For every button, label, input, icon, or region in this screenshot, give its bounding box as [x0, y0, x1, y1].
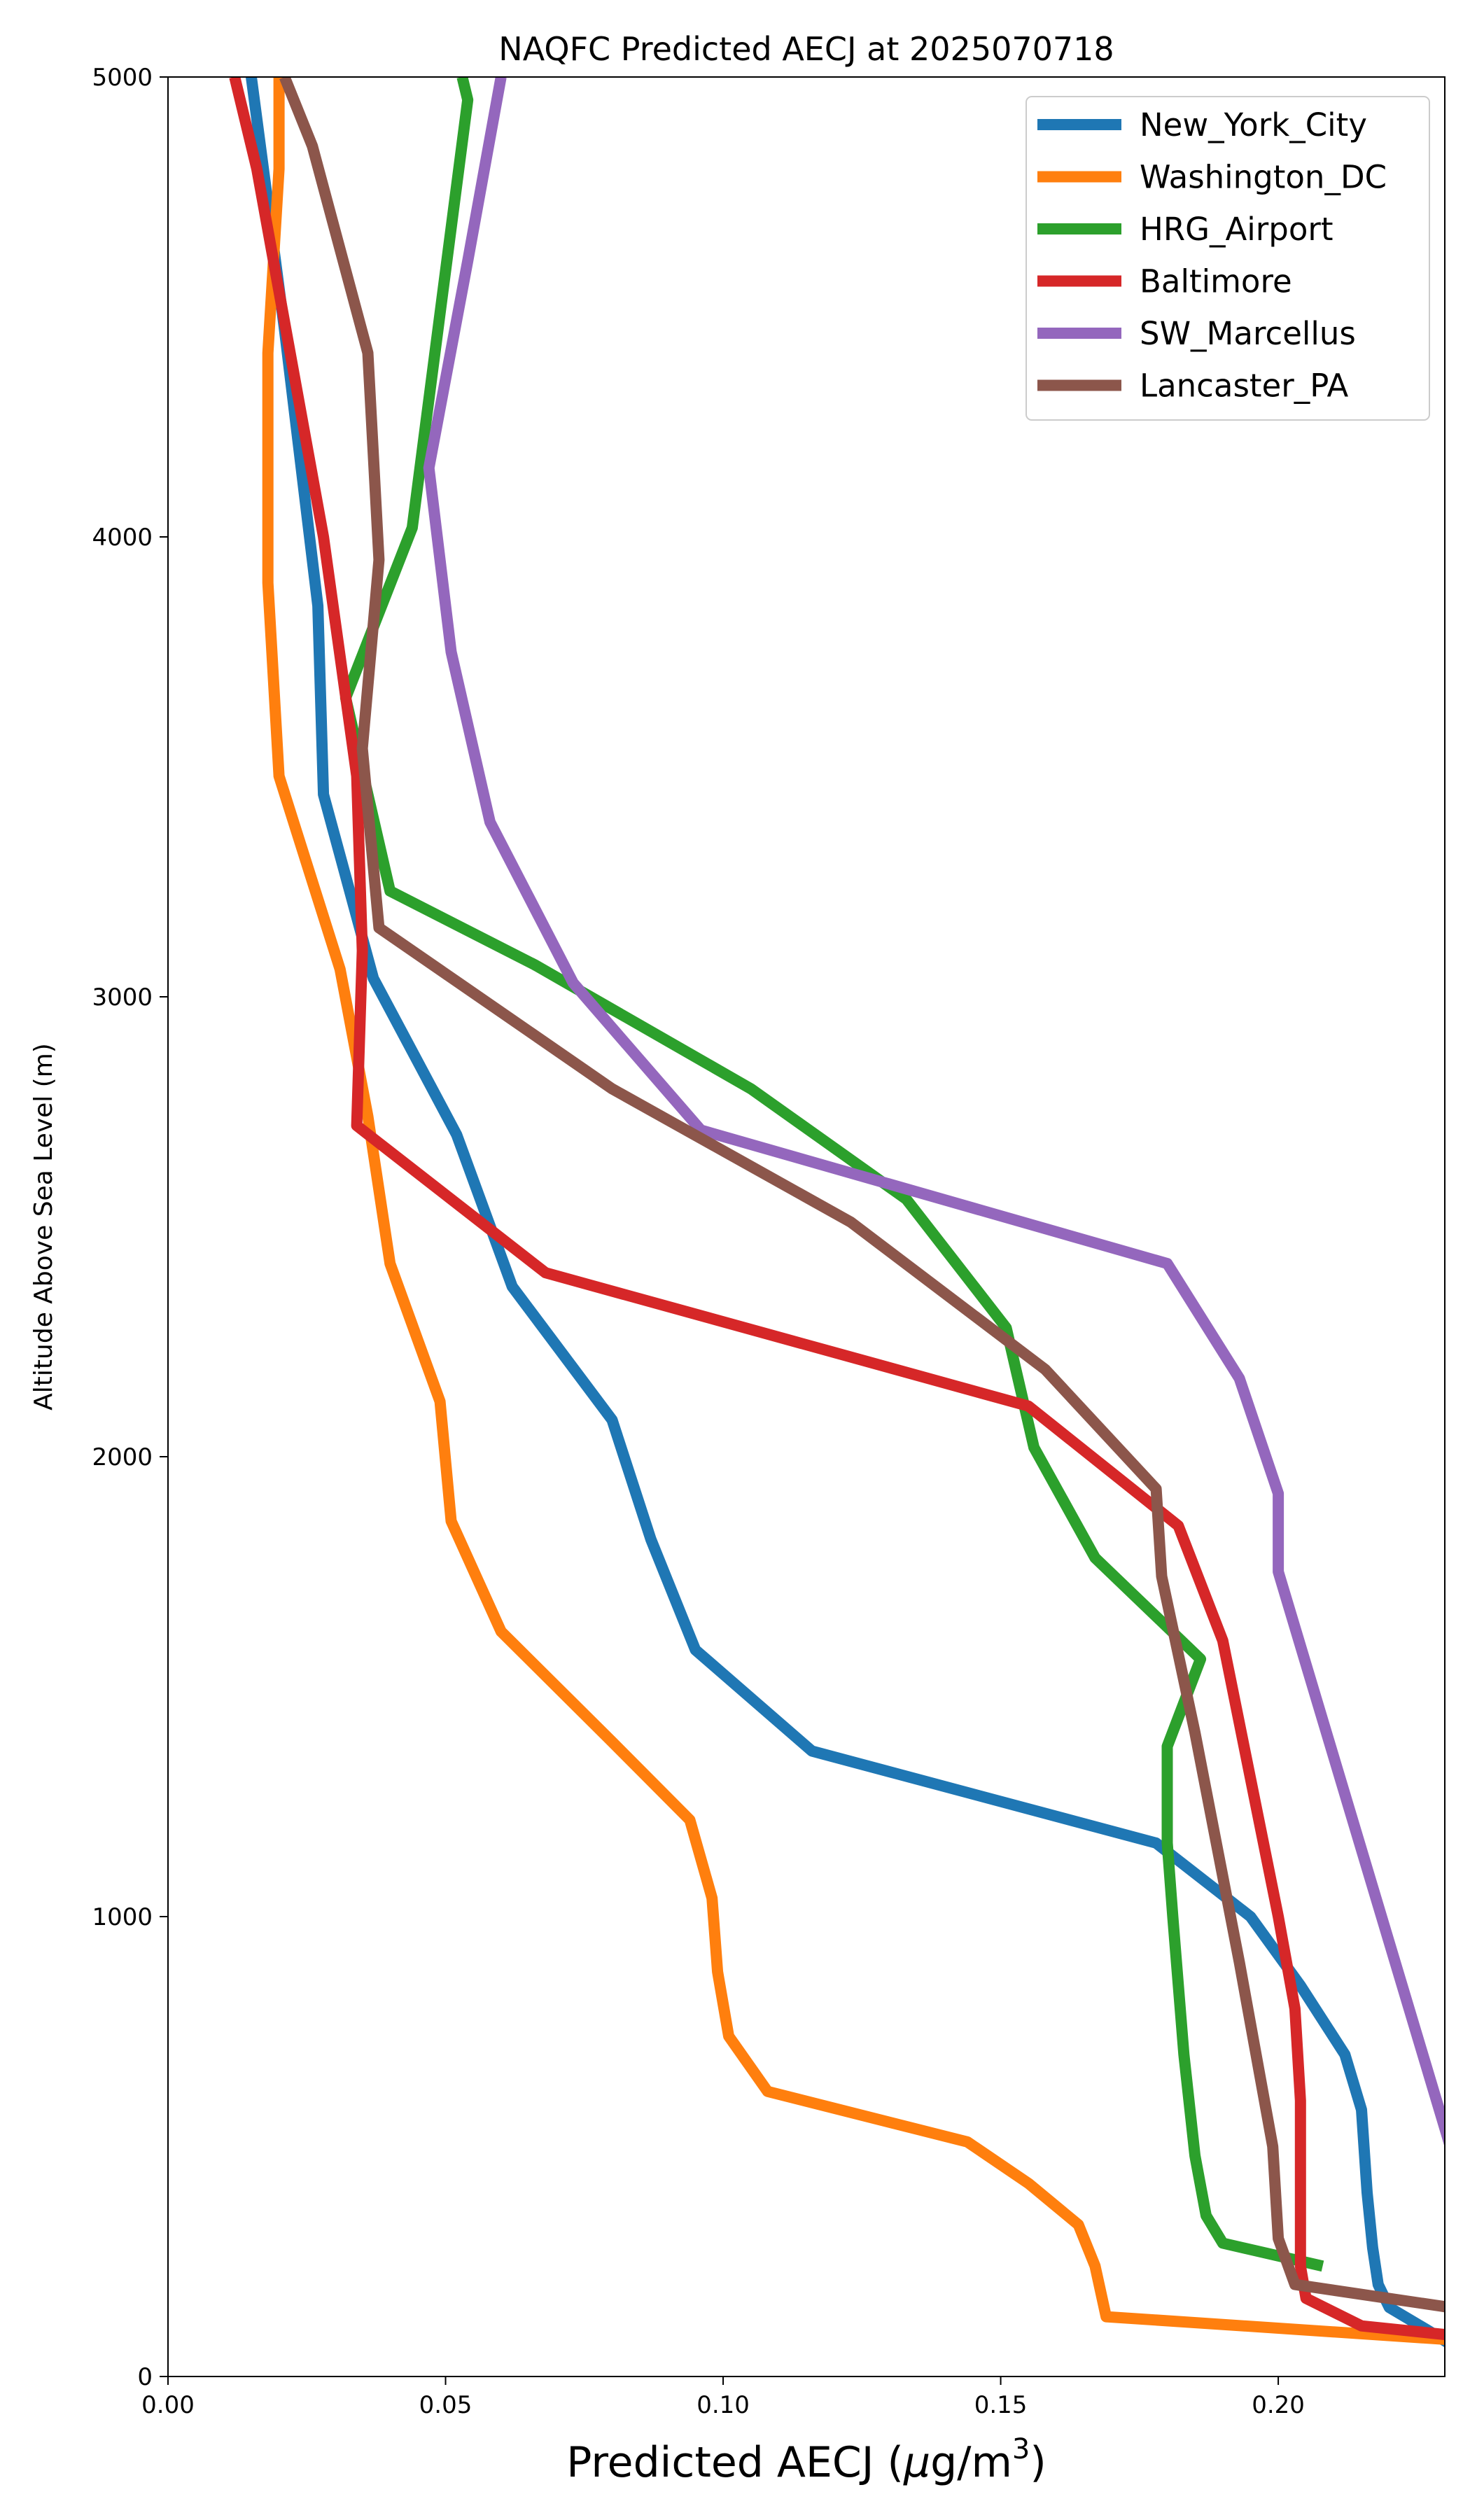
y-tick-label: 5000	[92, 64, 153, 92]
x-axis-label-superscript: 3	[1012, 2433, 1030, 2465]
x-tick-label: 0.10	[696, 2391, 750, 2419]
x-tick-label: 0.00	[141, 2391, 195, 2419]
legend: New_York_City Washington_DC HRG_Airport Bal…	[1026, 96, 1430, 421]
y-tick-label: 0	[137, 2363, 153, 2391]
legend-box	[1026, 96, 1430, 421]
x-axis-label-end: )	[1030, 2438, 1046, 2487]
legend-label: New_York_City	[1140, 106, 1367, 144]
y-tick-label: 4000	[92, 524, 153, 552]
series-line-washington-dc	[262, 77, 1445, 2345]
x-axis: 0.00 0.05 0.10 0.15 0.20	[141, 2376, 1305, 2419]
legend-label: HRG_Airport	[1140, 211, 1334, 248]
legend-label: Washington_DC	[1140, 159, 1387, 196]
x-axis-label: Predicted AECJ (μg/m3)	[566, 2433, 1046, 2487]
x-tick-label: 0.05	[419, 2391, 472, 2419]
y-tick-label: 1000	[92, 1903, 153, 1931]
series-line-lancaster-pa	[279, 77, 1445, 2313]
y-axis-label: Altitude Above Sea Level (m)	[29, 1043, 58, 1410]
chart-title: NAQFC Predicted AECJ at 2025070718	[498, 30, 1114, 68]
series-line-baltimore	[229, 77, 1445, 2341]
legend-label: Lancaster_PA	[1140, 368, 1349, 405]
series-line-sw-marcellus	[423, 77, 1445, 2148]
legend-label: Baltimore	[1140, 263, 1292, 300]
legend-label: SW_Marcellus	[1140, 315, 1356, 352]
x-axis-label-mu: μ	[903, 2438, 930, 2487]
y-tick-label: 2000	[92, 1443, 153, 1471]
y-tick-label: 3000	[92, 983, 153, 1011]
x-axis-label-unit: g/m	[930, 2438, 1012, 2487]
series-line-new-york-city	[246, 77, 1445, 2348]
x-tick-label: 0.15	[974, 2391, 1028, 2419]
plot-frame	[167, 76, 1446, 2377]
series-lines	[229, 77, 1445, 2348]
x-tick-label: 0.20	[1252, 2391, 1305, 2419]
y-axis: 0 1000 2000 3000 4000 5000	[92, 64, 168, 2391]
x-axis-label-main: Predicted AECJ (	[566, 2438, 904, 2487]
